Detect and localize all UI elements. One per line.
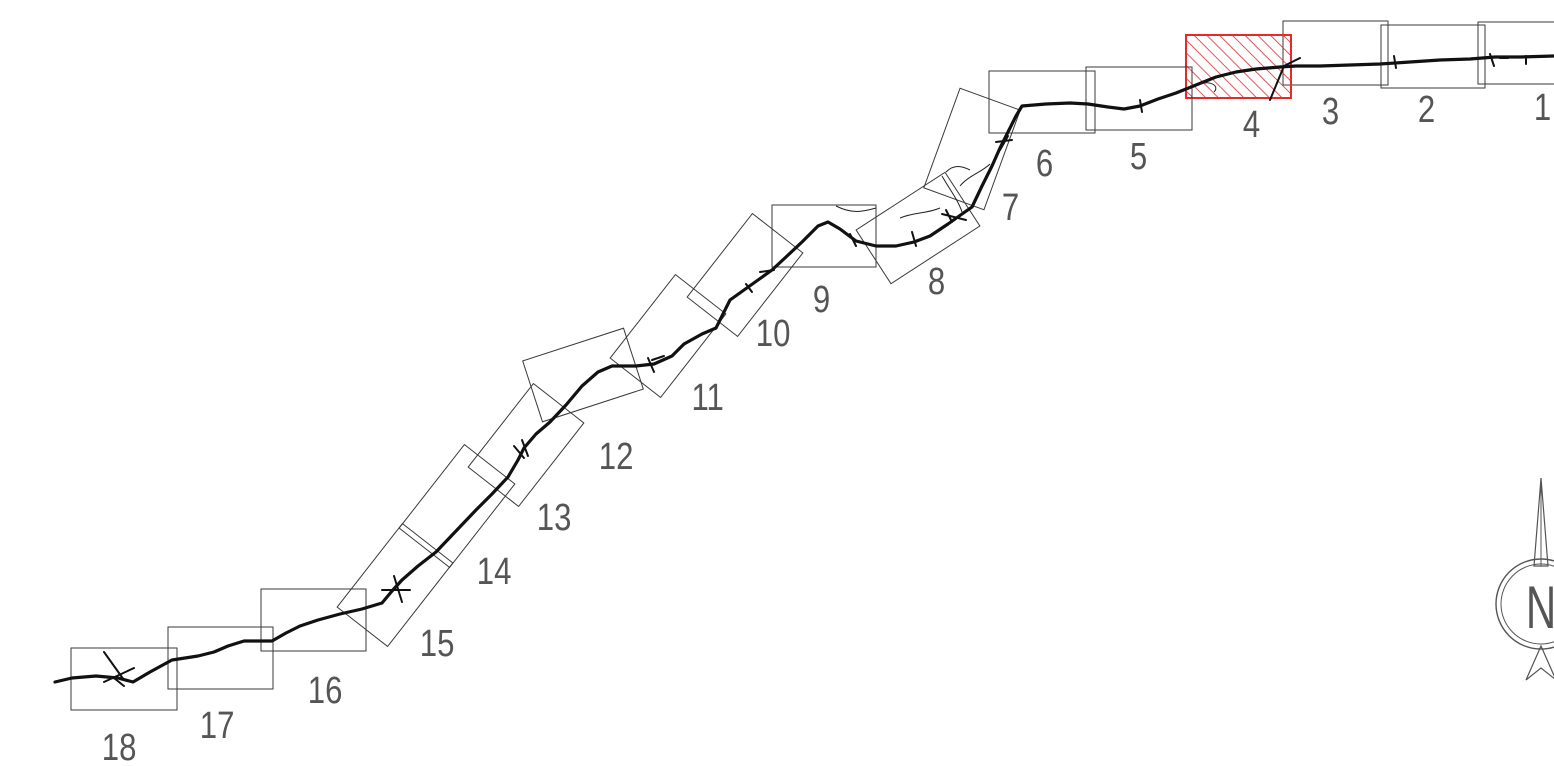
sheet-label-16: 16 [308, 670, 343, 712]
sheet-frame-16[interactable] [260, 588, 367, 652]
sheet-frame-14[interactable] [398, 443, 516, 569]
sheet-frame-3[interactable] [1282, 20, 1389, 86]
sheet-label-14: 14 [477, 551, 512, 593]
sheet-label-3: 3 [1322, 91, 1339, 133]
sheet-label-8: 8 [928, 261, 945, 303]
sheet-frame-10[interactable] [686, 212, 804, 338]
sheet-frame-2[interactable] [1380, 24, 1486, 89]
sheet-frame-13[interactable] [467, 382, 585, 508]
sheet-frame-11[interactable] [609, 273, 727, 399]
sheet-label-1: 1 [1534, 87, 1551, 129]
sheet-label-6: 6 [1036, 143, 1053, 185]
sheet-label-7: 7 [1002, 187, 1019, 229]
sheet-frame-7[interactable] [923, 87, 1021, 211]
sheet-label-18: 18 [102, 727, 137, 766]
sheet-frame-5[interactable] [1085, 66, 1193, 131]
sheet-label-11: 11 [692, 377, 724, 419]
sheet-frame-15[interactable] [336, 522, 454, 648]
sheet-label-12: 12 [599, 436, 634, 478]
route-line [53, 53, 1554, 687]
sheet-label-15: 15 [420, 623, 455, 665]
sheet-frame-8[interactable] [855, 171, 981, 285]
sheet-frame-12[interactable] [522, 327, 644, 423]
sheet-frame-17[interactable] [167, 626, 274, 690]
north-arrow-icon: N [1495, 477, 1554, 681]
sheet-label-9: 9 [813, 279, 830, 321]
sheet-label-17: 17 [200, 705, 235, 747]
sheet-label-2: 2 [1418, 89, 1435, 131]
sheet-label-13: 13 [537, 497, 572, 539]
sheet-frame-9[interactable] [771, 204, 877, 268]
sheet-label-5: 5 [1130, 136, 1147, 178]
sheet-frame-1[interactable] [1477, 21, 1554, 85]
north-arrow-letter: N [1526, 574, 1554, 641]
sheet-label-4: 4 [1243, 104, 1260, 146]
sheet-labels: 1 2 3 4 5 6 7 8 9 10 11 12 13 14 15 16 1… [102, 87, 1551, 766]
sheet-label-10: 10 [756, 313, 791, 355]
sheet-frame-6[interactable] [988, 70, 1096, 134]
